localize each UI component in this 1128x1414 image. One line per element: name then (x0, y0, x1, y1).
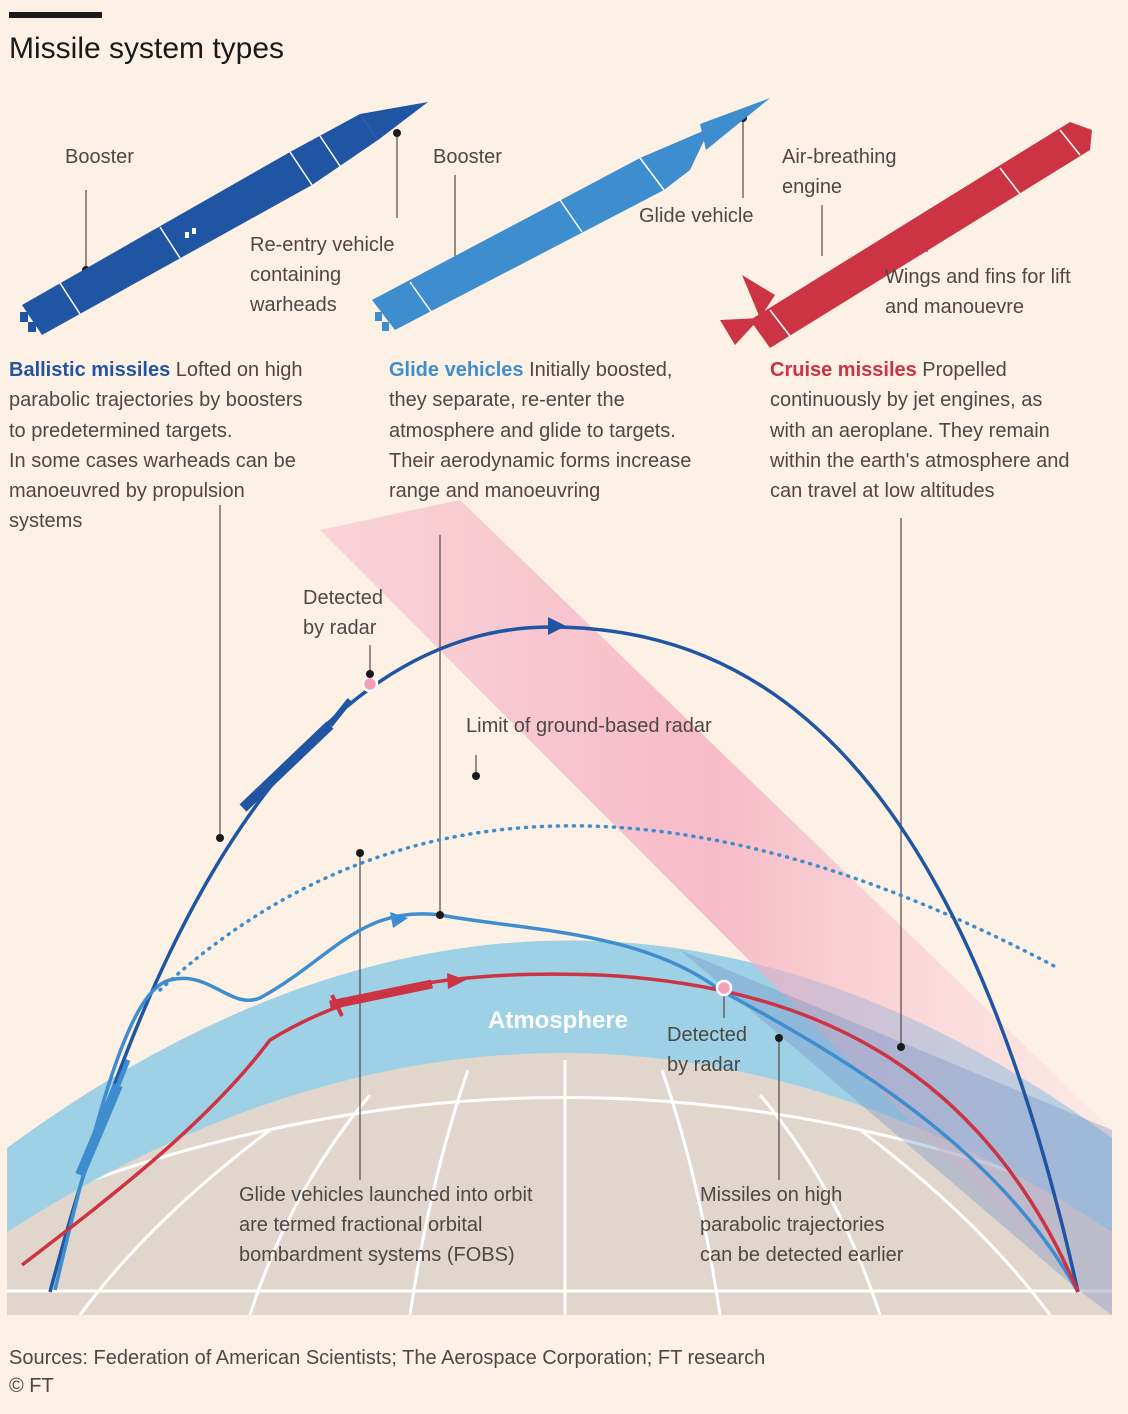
ballistic-missile-illustration (20, 102, 428, 335)
description-line: systems (9, 510, 83, 533)
cruise-missile-inflight (329, 979, 433, 1017)
description-line: Their aerodynamic forms increase (389, 449, 692, 472)
copyright-text: © FT (9, 1375, 54, 1397)
sources-text: Sources: Federation of American Scientis… (9, 1347, 766, 1369)
description-line: can travel at low altitudes (770, 480, 995, 503)
glide-missile-illustration (372, 98, 770, 331)
label-air-breathing-line: Air-breathing (782, 146, 897, 168)
description-line: they separate, re-enter the (389, 389, 625, 412)
page-title: Missile system types (9, 32, 285, 65)
description-ballistic-first-line: Ballistic missiles Lofted on high (9, 355, 354, 385)
description-cruise-lead: Propelled (916, 359, 1007, 381)
cruise-arrow (447, 973, 466, 989)
annotation-line: Detected (667, 1024, 748, 1046)
radar-overlap (680, 950, 1112, 1315)
ballistic-arrow (548, 617, 566, 635)
description-line: manoeuvred by propulsion (9, 480, 245, 503)
description-line: continuously by jet engines, as (770, 389, 1043, 412)
annotation-line: Missiles on high (700, 1184, 843, 1206)
earth-panel (7, 500, 1112, 1315)
annotation-line: bombardment systems (FOBS) (239, 1244, 515, 1266)
label-wings-line: Wings and fins for lift (885, 266, 1071, 288)
annotation-detected-low: Detected by radar (667, 1020, 747, 1080)
annotation-parabolic: Missiles on high parabolic trajectories … (700, 1180, 903, 1270)
description-ballistic-heading: Ballistic missiles (9, 359, 171, 381)
cruise-missile-illustration (720, 122, 1092, 348)
description-cruise-heading: Cruise missiles (770, 359, 917, 381)
leader-lines (85, 118, 928, 1180)
description-glide-first-line: Glide vehicles Initially boosted, (389, 355, 749, 385)
label-reentry-vehicle: Re-entry vehicle containing warheads (250, 230, 395, 320)
title-rule (9, 12, 102, 18)
annotation-line: by radar (303, 617, 377, 639)
description-ballistic-lead: Lofted on high (170, 359, 303, 381)
label-reentry-line: Re-entry vehicle (250, 234, 395, 256)
label-reentry-line: warheads (250, 294, 337, 316)
label-reentry-line: containing (250, 264, 342, 286)
description-line: parabolic trajectories by boosters (9, 389, 303, 412)
annotation-atmosphere: Atmosphere (488, 1007, 629, 1034)
annotation-line: by radar (667, 1054, 741, 1076)
description-line: In some cases warheads can be (9, 449, 296, 472)
detection-marker-top (361, 675, 379, 693)
description-line: within the earth's atmosphere and (770, 449, 1070, 472)
annotation-line: are termed fractional orbital (239, 1214, 483, 1236)
description-line: range and manoeuvring (389, 480, 601, 503)
description-ballistic: Ballistic missiles Lofted on high parabo… (9, 355, 354, 537)
description-line: atmosphere and glide to targets. (389, 419, 676, 442)
detection-marker-low (715, 979, 733, 997)
description-line: with an aeroplane. They remain (770, 419, 1050, 442)
annotation-radar-limit: Limit of ground-based radar (466, 715, 712, 737)
annotation-line: Detected (303, 587, 384, 609)
glide-missile-inflight (75, 1059, 131, 1177)
annotation-line: Glide vehicles launched into orbit (239, 1184, 533, 1206)
label-glide-booster: Booster (433, 146, 502, 168)
description-line: to predetermined targets. (9, 419, 233, 442)
label-air-breathing-line: engine (782, 176, 843, 198)
annotation-line: parabolic trajectories (700, 1214, 885, 1236)
footer: Sources: Federation of American Scientis… (9, 1344, 765, 1400)
ballistic-missile-inflight (239, 698, 353, 812)
annotation-fobs: Glide vehicles launched into orbit are t… (239, 1180, 533, 1270)
description-cruise: Cruise missiles Propelled continuously b… (770, 355, 1120, 506)
label-ballistic-booster: Booster (65, 146, 134, 168)
description-cruise-first-line: Cruise missiles Propelled (770, 355, 1120, 385)
label-wings-line: and manouevre (885, 296, 1024, 318)
earth-surface (7, 1053, 1112, 1315)
label-wings-and-fins: Wings and fins for lift and manouevre (885, 262, 1071, 322)
label-glide-vehicle: Glide vehicle (639, 205, 754, 227)
label-air-breathing-engine: Air-breathing engine (782, 142, 897, 202)
annotation-detected-top: Detected by radar (303, 583, 383, 643)
glide-trajectory (53, 912, 1080, 1293)
cruise-trajectory (20, 972, 1080, 1293)
description-glide-lead: Initially boosted, (523, 359, 673, 381)
glide-arrow (390, 912, 408, 928)
description-glide: Glide vehicles Initially boosted, they s… (389, 355, 749, 506)
description-glide-heading: Glide vehicles (389, 359, 524, 381)
annotation-line: can be detected earlier (700, 1244, 904, 1266)
